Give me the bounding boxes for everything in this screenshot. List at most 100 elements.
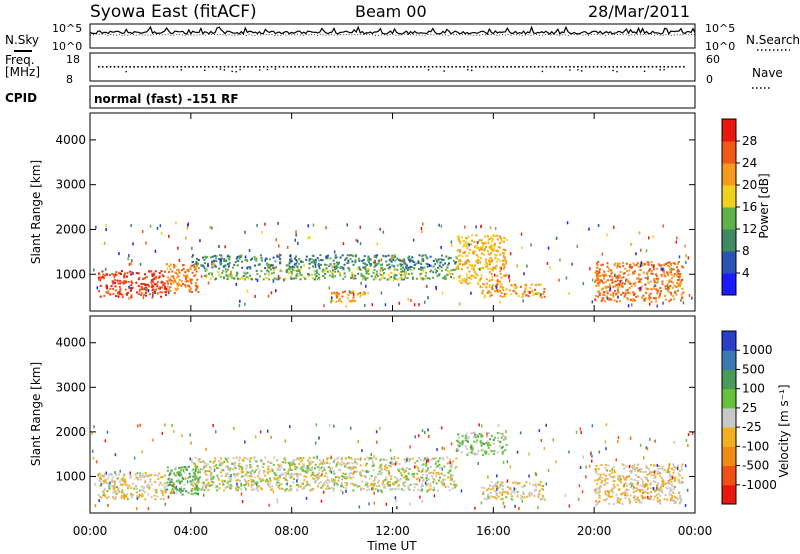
power-echo-region — [481, 283, 546, 299]
velocity-colorbar-swatch — [722, 446, 736, 467]
noise-left-tick-lo: 10^0 — [52, 40, 82, 53]
freq-point — [156, 66, 159, 68]
freq-point — [137, 66, 139, 68]
nave-point — [266, 68, 269, 71]
velocity-colorbar-swatch — [722, 350, 736, 370]
freq-point — [600, 66, 603, 68]
freq-point — [274, 66, 277, 68]
freq-point — [557, 66, 559, 68]
freq-point — [384, 66, 387, 68]
power-echo-region — [191, 254, 458, 270]
freq-point — [529, 66, 532, 68]
freq-point — [439, 66, 442, 68]
freq-point — [420, 66, 422, 68]
freq-point — [498, 66, 501, 68]
velocity-colorbar-tick-label: 500 — [742, 362, 765, 376]
freq-point — [573, 66, 575, 68]
power-data — [93, 221, 693, 308]
nave-point — [180, 69, 182, 71]
power-colorbar-swatch — [722, 273, 736, 296]
freq-point — [502, 66, 504, 68]
vel-echo-region — [594, 463, 684, 506]
freq-point — [376, 66, 379, 68]
freq-point — [196, 66, 198, 68]
freq-point — [616, 66, 618, 68]
freq-point — [270, 66, 273, 68]
freq-point — [176, 66, 179, 68]
freq-point — [679, 66, 681, 68]
nave-point — [204, 69, 206, 71]
nave-point — [663, 69, 665, 71]
freq-point — [211, 66, 214, 68]
freq-point — [168, 66, 171, 68]
freq-point — [565, 66, 567, 68]
freq-point — [459, 66, 461, 68]
freq-point — [113, 66, 116, 68]
freq-point — [518, 66, 520, 68]
noise-panel: 10^5 10^0 10^5 10^0 — [52, 22, 735, 53]
freq-trace — [98, 66, 685, 73]
power-y-tick-label: 3000 — [55, 178, 86, 192]
freq-point — [317, 66, 320, 68]
velocity-colorbar-tick-label: 100 — [742, 382, 765, 396]
freq-point — [215, 66, 218, 68]
freq-point — [596, 66, 599, 68]
freq-point — [278, 66, 281, 68]
freq-right-tick-lo: 0 — [706, 73, 713, 86]
nave-point — [235, 71, 237, 73]
freq-point — [247, 66, 249, 68]
freq-point — [98, 66, 100, 68]
vel-y-tick-label: 4000 — [55, 336, 86, 350]
velocity-colorbar-tick-label: -500 — [742, 459, 769, 473]
freq-point — [443, 66, 446, 68]
freq-point — [514, 66, 516, 68]
freq-point — [592, 66, 595, 68]
velocity-colorbar-tick-label: -100 — [742, 439, 769, 453]
nave-point — [541, 70, 544, 73]
freq-point — [584, 66, 587, 68]
freq-point — [333, 66, 336, 68]
freq-point — [475, 66, 477, 68]
freq-point — [337, 66, 340, 68]
vel-y-tick-label: 3000 — [55, 380, 86, 394]
noise-trace — [89, 25, 696, 36]
freq-point — [655, 66, 658, 68]
freq-point — [329, 66, 332, 68]
nave-point — [467, 69, 469, 71]
freq-point — [357, 66, 359, 68]
freq-point — [667, 66, 669, 68]
freq-point — [133, 66, 135, 68]
freq-point — [180, 66, 183, 68]
freq-point — [266, 66, 269, 68]
power-y-label: Slant Range [km] — [29, 160, 43, 264]
beam-title: Beam 00 — [355, 2, 427, 21]
freq-point — [160, 66, 163, 68]
freq-point — [412, 66, 414, 68]
power-colorbar-swatch — [722, 229, 736, 252]
noise-right-tick-hi: 10^5 — [705, 22, 735, 35]
date-title: 28/Mar/2011 — [588, 2, 690, 21]
velocity-colorbar-swatch — [722, 427, 736, 447]
freq-point — [423, 66, 426, 68]
freq-point — [204, 66, 206, 68]
freq-point — [392, 66, 395, 68]
freq-point — [569, 66, 571, 68]
freq-point — [105, 66, 108, 68]
power-colorbar-tick-label: 16 — [742, 200, 757, 214]
freq-point — [632, 66, 634, 68]
nave-point — [443, 70, 445, 72]
freq-point — [541, 66, 544, 68]
velocity-colorbar-swatch — [722, 369, 736, 390]
freq-point — [471, 66, 473, 68]
power-echo-region — [165, 263, 200, 295]
freq-point — [282, 66, 285, 68]
freq-point — [659, 66, 662, 68]
freq-point — [314, 66, 316, 68]
freq-point — [200, 66, 202, 68]
freq-point — [416, 66, 418, 68]
vel-y-tick-label: 2000 — [55, 425, 86, 439]
freq-point — [396, 66, 398, 68]
cpid-panel: normal (fast) -151 RF — [89, 85, 696, 109]
nave-point — [223, 69, 226, 71]
freq-point — [345, 66, 347, 68]
